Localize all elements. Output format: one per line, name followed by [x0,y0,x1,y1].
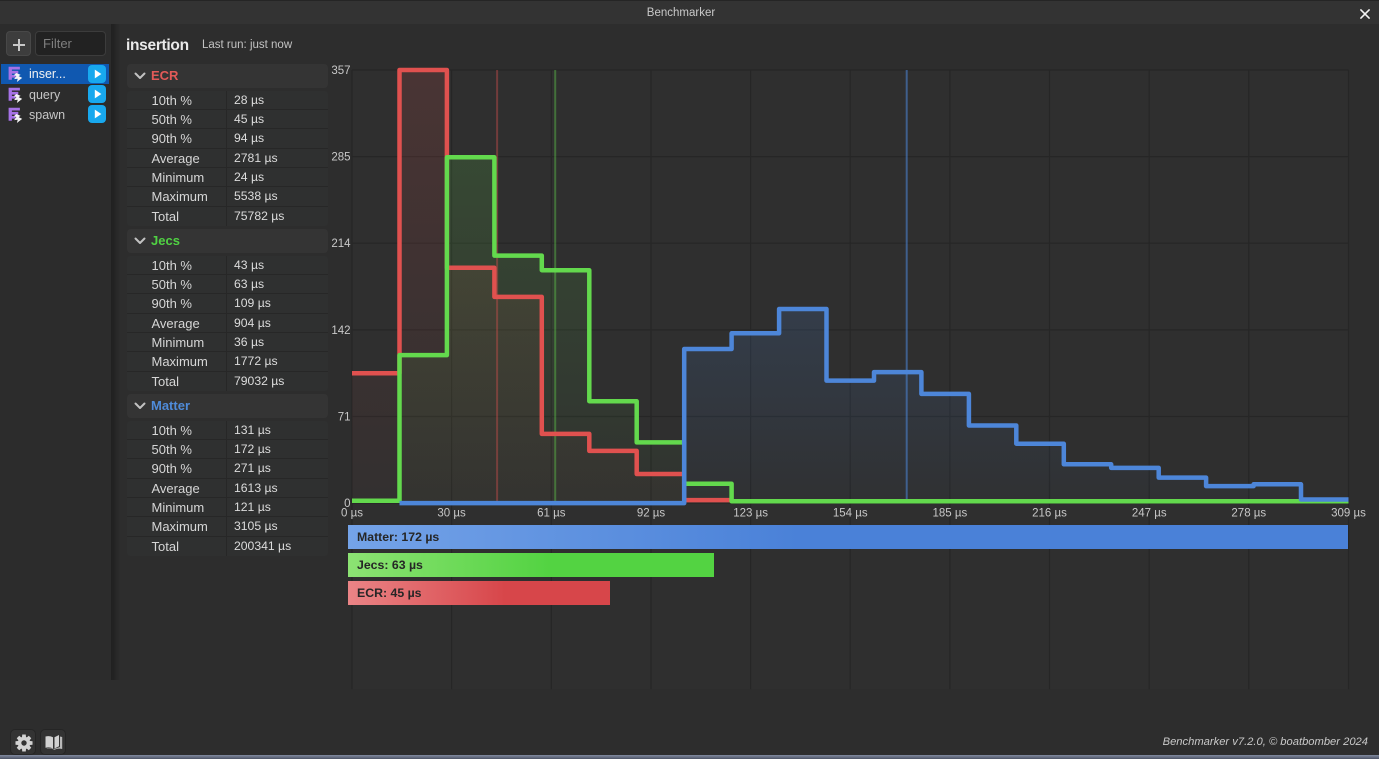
svg-text:123 µs: 123 µs [733,508,768,520]
svg-text:92 µs: 92 µs [637,508,666,520]
svg-text:142: 142 [331,325,350,337]
svg-text:0 µs: 0 µs [341,508,363,520]
svg-text:154 µs: 154 µs [833,508,868,520]
svg-text:214: 214 [331,238,351,250]
svg-text:285: 285 [331,152,350,164]
svg-text:185 µs: 185 µs [933,508,968,520]
svg-text:71: 71 [338,412,351,424]
svg-text:30 µs: 30 µs [437,508,466,520]
svg-text:357: 357 [331,65,350,77]
svg-text:0: 0 [344,498,350,510]
svg-text:61 µs: 61 µs [537,508,566,520]
svg-text:216 µs: 216 µs [1032,508,1067,520]
svg-text:247 µs: 247 µs [1132,508,1167,520]
svg-text:278 µs: 278 µs [1231,508,1266,520]
svg-text:309 µs: 309 µs [1331,508,1366,520]
